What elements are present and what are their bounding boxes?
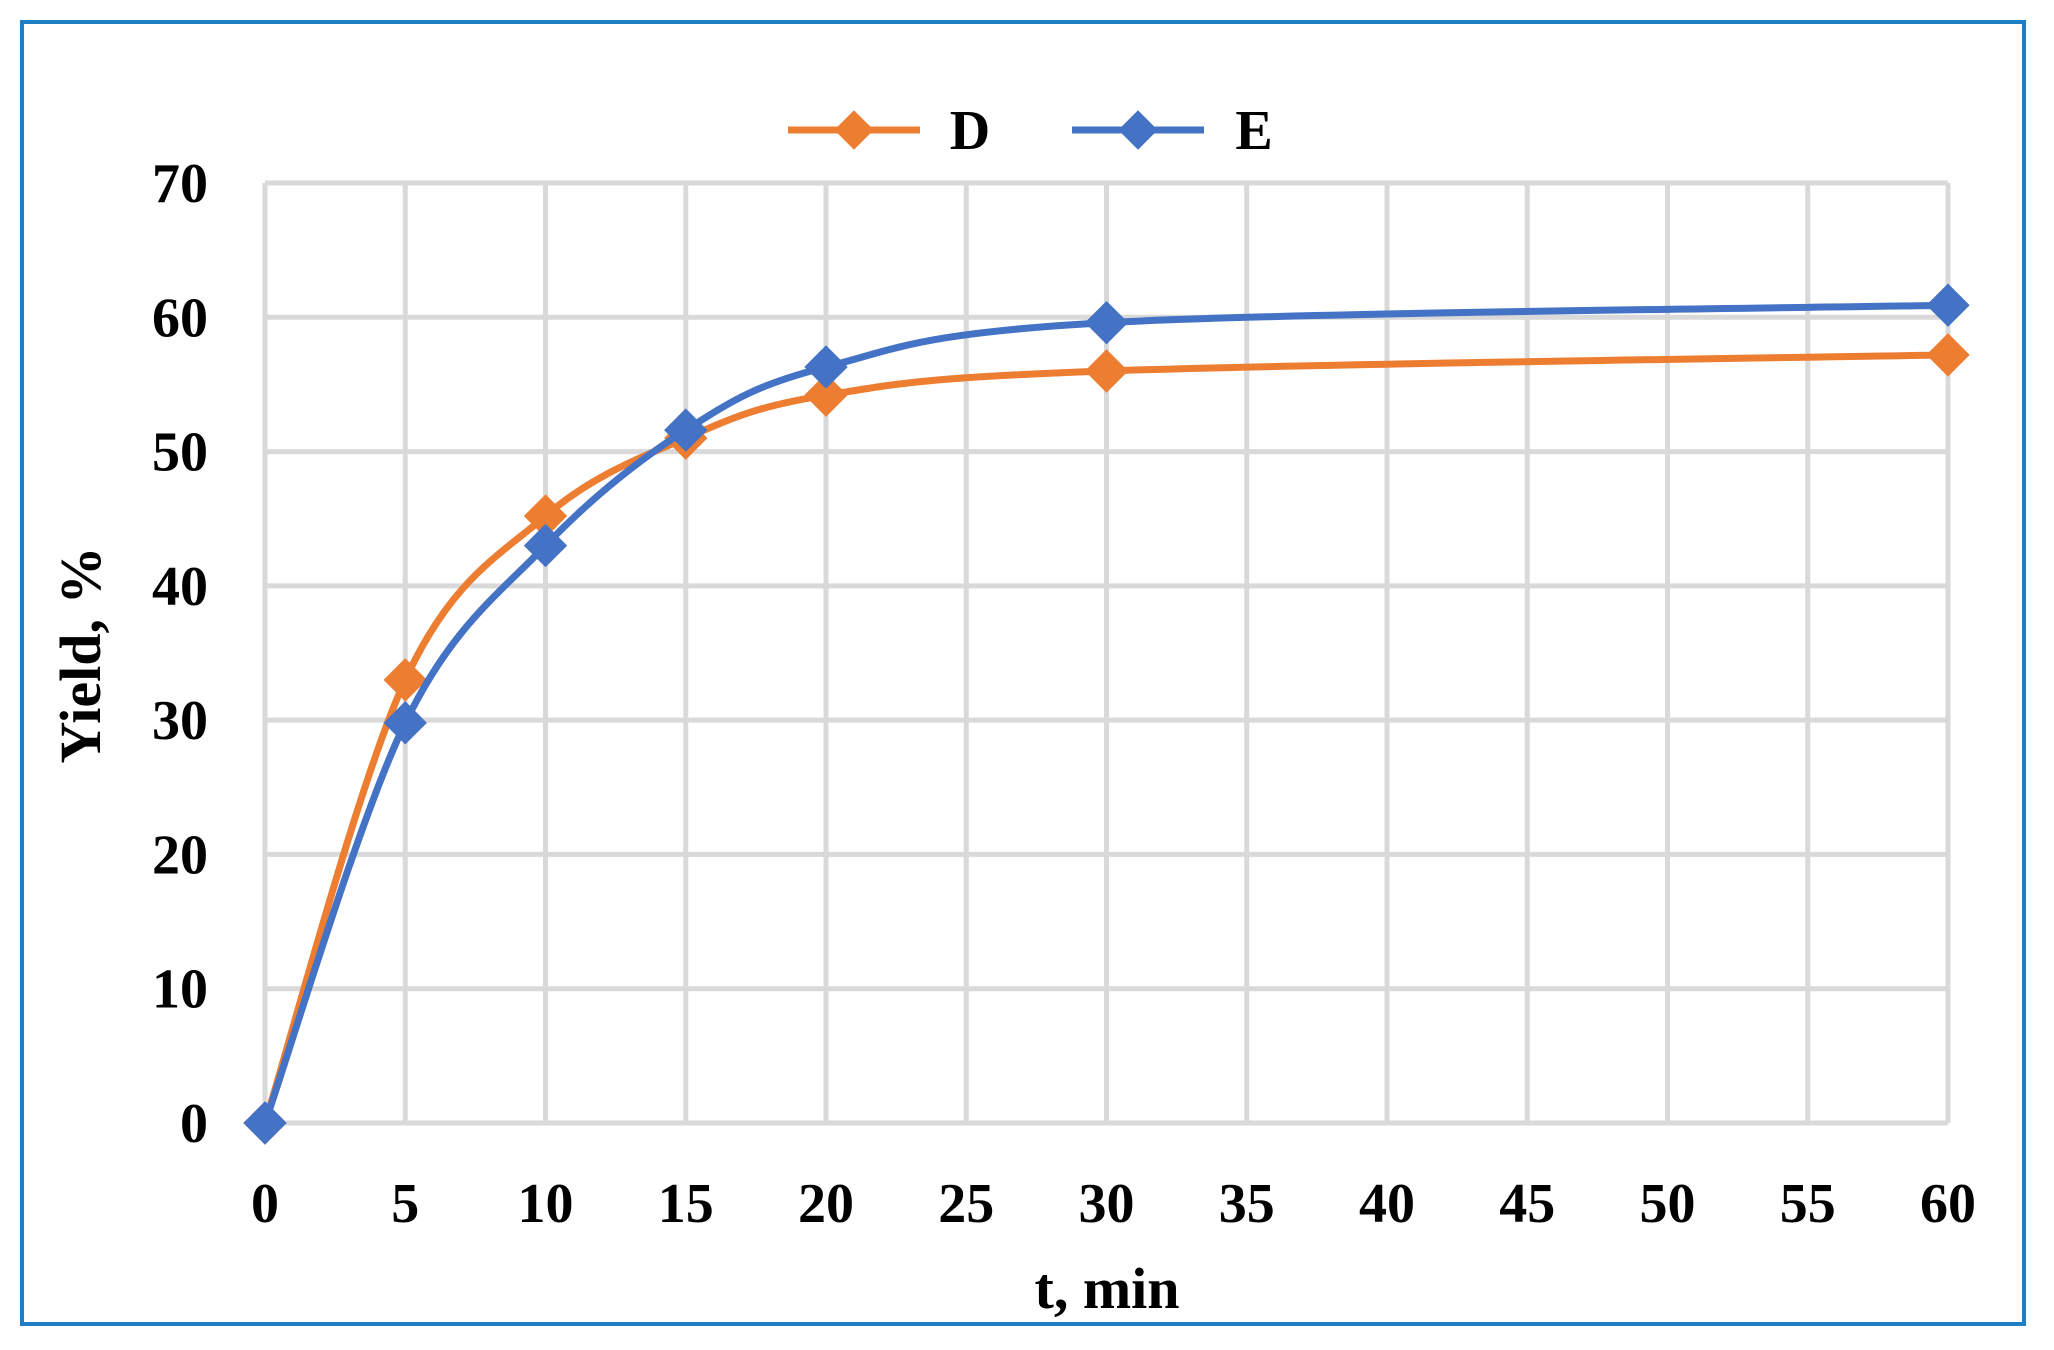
- data-point-marker: [523, 523, 568, 568]
- y-tick-label: 40: [152, 556, 208, 618]
- series-layer: [243, 283, 1970, 1145]
- data-point-marker: [383, 658, 427, 702]
- y-tick-label: 50: [152, 422, 208, 484]
- data-point-marker: [383, 701, 427, 745]
- legend-marker: [834, 110, 874, 150]
- x-tick-label: 5: [391, 1173, 419, 1235]
- grid-lines: [262, 180, 1951, 1126]
- x-tick-label: 10: [518, 1173, 574, 1235]
- legend-entry: E: [1072, 100, 1273, 162]
- data-point-marker: [1926, 283, 1970, 327]
- data-point-marker: [664, 408, 708, 452]
- series-E: [243, 283, 1970, 1145]
- x-tick-label: 50: [1640, 1173, 1696, 1235]
- x-tick-label: 55: [1780, 1173, 1836, 1235]
- x-tick-label: 40: [1359, 1173, 1415, 1235]
- legend-label: D: [950, 100, 990, 162]
- y-tick-label: 0: [180, 1093, 208, 1155]
- chart-frame: [20, 20, 2026, 1326]
- legend-entry: D: [788, 100, 990, 162]
- y-tick-label: 70: [152, 153, 208, 215]
- y-axis-title: Yield, %: [48, 547, 113, 764]
- x-tick-label: 20: [798, 1173, 854, 1235]
- data-point-marker: [1926, 333, 1970, 377]
- data-point-marker: [804, 373, 848, 417]
- x-tick-label: 35: [1219, 1173, 1275, 1235]
- legend-label: E: [1235, 100, 1272, 162]
- x-tick-label: 0: [251, 1173, 279, 1235]
- y-tick-label: 30: [152, 690, 208, 752]
- x-tick-label: 60: [1920, 1173, 1976, 1235]
- x-tick-label: 30: [1079, 1173, 1135, 1235]
- legend-marker: [1118, 110, 1158, 150]
- data-point-marker: [1084, 349, 1129, 393]
- data-point-marker: [1084, 300, 1129, 345]
- y-axis-ticks: 0 10 20 30 40 50 60 70: [152, 153, 208, 1155]
- x-tick-label: 15: [658, 1173, 714, 1235]
- data-point-marker: [243, 1101, 287, 1145]
- x-tick-label: 25: [938, 1173, 994, 1235]
- x-tick-label: 45: [1499, 1173, 1555, 1235]
- y-tick-label: 60: [152, 287, 208, 349]
- data-point-marker: [804, 345, 848, 389]
- x-axis-title: t, min: [1035, 1256, 1180, 1321]
- series-line: [261, 301, 1952, 1127]
- x-axis-ticks: 0 5 10 15 20 25 30 35 40 45 50 55 60: [251, 1173, 1976, 1235]
- y-tick-label: 10: [152, 959, 208, 1021]
- y-tick-label: 20: [152, 824, 208, 886]
